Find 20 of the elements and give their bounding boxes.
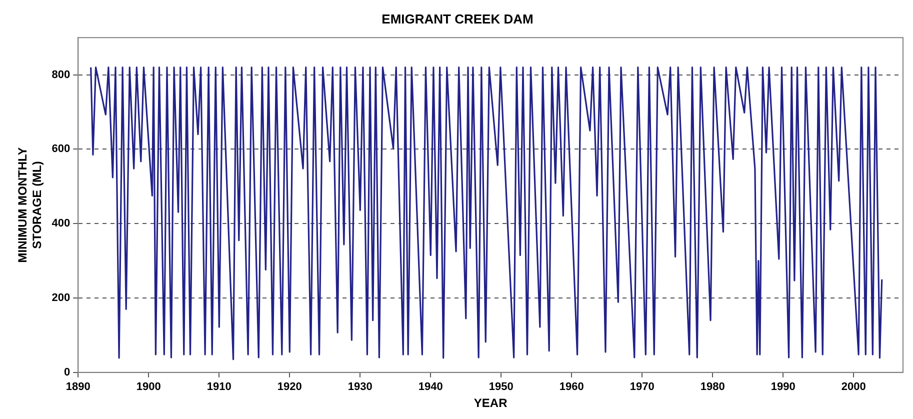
y-tick-label: 600 xyxy=(52,143,70,156)
y-tick-label: 0 xyxy=(64,366,70,378)
x-tick-label: 1890 xyxy=(66,381,90,394)
x-axis-title: YEAR xyxy=(474,396,508,410)
x-tick-label: 1960 xyxy=(559,381,584,394)
y-tick-label: 400 xyxy=(52,218,70,230)
y-tick-label: 800 xyxy=(52,68,70,81)
x-tick-label: 1980 xyxy=(700,381,725,394)
x-tick-label: 1930 xyxy=(348,381,372,394)
x-tick-label: 1970 xyxy=(630,381,654,394)
x-tick-label: 1940 xyxy=(418,381,443,394)
x-tick-label: 2000 xyxy=(841,381,866,394)
x-tick-label: 1990 xyxy=(770,381,796,394)
x-tick-label: 1920 xyxy=(277,381,302,394)
x-tick-label: 1910 xyxy=(206,381,232,394)
y-tick-label: 200 xyxy=(52,292,70,304)
chart-title: EMIGRANT CREEK DAM xyxy=(382,11,534,26)
x-tick-label: 1900 xyxy=(136,381,161,394)
x-tick-label: 1950 xyxy=(488,381,514,394)
y-axis-title: MINIMUM MONTHLY STORAGE (ML) xyxy=(16,147,44,263)
